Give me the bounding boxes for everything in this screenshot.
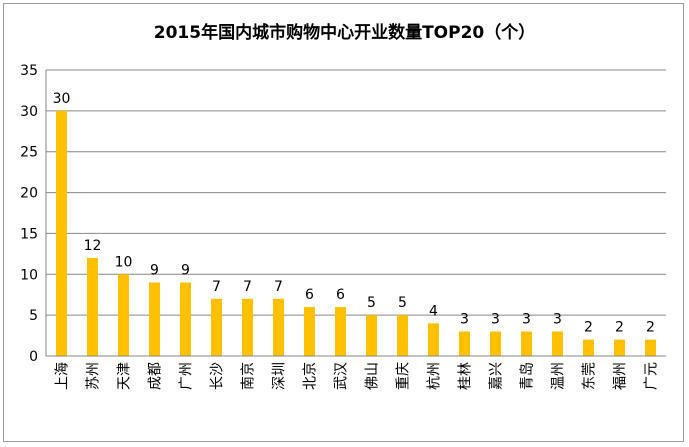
bar xyxy=(459,331,470,356)
x-tick-label: 深圳 xyxy=(272,362,288,390)
data-label: 2 xyxy=(584,320,593,336)
y-tick-label: 5 xyxy=(29,308,38,324)
y-tick-label: 10 xyxy=(20,267,38,283)
x-tick-label: 福州 xyxy=(613,362,629,390)
x-tick-label: 温州 xyxy=(551,362,567,390)
data-label: 7 xyxy=(274,279,283,295)
data-label: 7 xyxy=(243,279,252,295)
x-tick-label: 重庆 xyxy=(396,362,412,390)
bar xyxy=(397,315,408,356)
bar xyxy=(242,298,253,356)
x-tick-label: 广元 xyxy=(644,362,660,390)
x-tick-label: 桂林 xyxy=(458,362,474,390)
data-label: 3 xyxy=(491,311,500,327)
bar xyxy=(211,298,222,356)
x-tick-label: 广州 xyxy=(179,362,195,390)
x-tick-label: 南京 xyxy=(241,362,257,390)
data-label: 12 xyxy=(84,238,102,254)
bar xyxy=(180,282,191,356)
data-label: 5 xyxy=(367,295,376,311)
y-tick-label: 20 xyxy=(20,186,38,202)
bar xyxy=(304,306,315,356)
bar xyxy=(273,298,284,356)
y-tick-label: 0 xyxy=(29,349,38,365)
bar xyxy=(366,315,377,356)
data-label: 6 xyxy=(336,287,345,303)
data-label: 9 xyxy=(150,262,159,278)
bar xyxy=(118,274,129,356)
data-label: 4 xyxy=(429,303,438,319)
data-label: 2 xyxy=(615,320,624,336)
data-label: 3 xyxy=(522,311,531,327)
bar xyxy=(335,306,346,356)
data-label: 7 xyxy=(212,279,221,295)
y-tick-label: 15 xyxy=(20,226,38,242)
data-label: 3 xyxy=(460,311,469,327)
x-tick-label: 长沙 xyxy=(210,362,226,390)
x-tick-label: 上海 xyxy=(55,362,71,390)
x-tick-label: 东莞 xyxy=(582,362,598,390)
bar xyxy=(490,331,501,356)
x-tick-label: 嘉兴 xyxy=(489,362,505,390)
x-tick-label: 成都 xyxy=(148,362,164,390)
bar xyxy=(56,110,67,356)
bar xyxy=(614,339,625,356)
y-tick-label: 30 xyxy=(20,104,38,120)
x-tick-label: 杭州 xyxy=(427,362,443,390)
bar xyxy=(583,339,594,356)
x-tick-label: 苏州 xyxy=(86,362,102,390)
bar xyxy=(87,257,98,356)
chart-title: 2015年国内城市购物中心开业数量TOP20（个） xyxy=(153,23,536,43)
data-label: 30 xyxy=(53,91,71,107)
x-tick-label: 天津 xyxy=(117,362,133,390)
x-tick-label: 武汉 xyxy=(334,362,350,390)
data-label: 3 xyxy=(553,311,562,327)
data-label: 2 xyxy=(646,320,655,336)
bar xyxy=(149,282,160,356)
bar xyxy=(521,331,532,356)
chart-frame xyxy=(3,3,684,442)
x-tick-label: 佛山 xyxy=(365,362,381,390)
data-label: 10 xyxy=(115,254,133,270)
x-tick-label: 青岛 xyxy=(520,362,536,390)
data-label: 9 xyxy=(181,262,190,278)
bar xyxy=(552,331,563,356)
bar xyxy=(428,323,439,356)
y-tick-label: 35 xyxy=(20,63,38,79)
data-label: 5 xyxy=(398,295,407,311)
y-tick-label: 25 xyxy=(20,145,38,161)
data-label: 6 xyxy=(305,287,314,303)
bar xyxy=(645,339,656,356)
x-tick-label: 北京 xyxy=(303,362,319,390)
